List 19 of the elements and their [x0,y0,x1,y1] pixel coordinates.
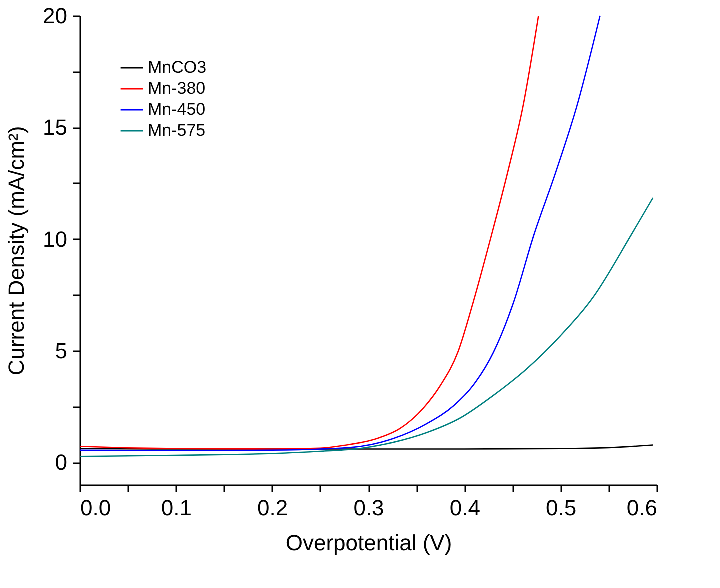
y-tick-label: 5 [55,338,68,364]
y-tick-label: 20 [43,4,68,28]
legend-label: Mn-575 [148,121,206,140]
x-tick-label: 0.6 [626,496,658,520]
x-tick-label: 0.0 [80,496,112,520]
legend-label: Mn-450 [148,100,206,119]
x-axis-title: Overpotential (V) [286,530,452,556]
x-tick-label: 0.2 [258,496,288,520]
x-tick-label: 0.5 [546,496,577,520]
line-series [79,197,654,458]
legend-label: MnCO3 [148,58,207,77]
y-axis-title: Current Density (mA/cm²) [4,126,30,376]
x-tick-label: 0.1 [161,496,192,520]
y-tick-label: 15 [43,115,68,140]
y-tick-label: 10 [43,226,68,252]
x-tick-label: 0.3 [354,496,384,520]
legend-label: Mn-380 [148,79,206,98]
y-tick-label: 0 [55,450,68,476]
x-tick-label: 0.4 [450,496,480,520]
